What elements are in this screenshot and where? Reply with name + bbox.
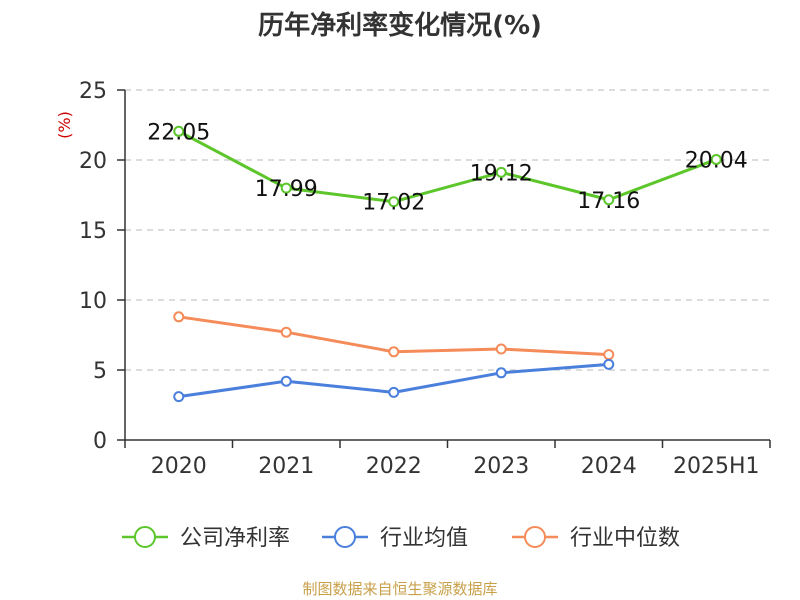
data-point: [173, 391, 185, 403]
legend-marker: [524, 526, 546, 548]
data-label: 17.16: [577, 189, 640, 214]
data-label: 17.99: [255, 177, 318, 202]
data-label: 22.05: [147, 120, 210, 145]
x-tick-label: 2021: [258, 454, 314, 479]
y-axis-label: (%): [55, 111, 74, 139]
data-point: [603, 194, 615, 206]
chart-title: 历年净利率变化情况(%): [258, 10, 542, 41]
legend-marker: [134, 526, 156, 548]
data-point: [603, 349, 615, 361]
y-tick-label: 10: [79, 289, 107, 314]
data-point: [280, 182, 292, 194]
data-labels: 22.05 17.99 17.02 19.12 17.16 20.04: [147, 120, 747, 215]
y-tick-label: 0: [93, 429, 107, 454]
data-point: [495, 343, 507, 355]
legend-label: 公司净利率: [180, 526, 290, 551]
data-label: 17.02: [362, 191, 425, 216]
y-tick-label: 15: [79, 219, 107, 244]
data-point: [280, 375, 292, 387]
axes: 0 5 10 15 20 25 2020 2021 2022 2023 2024 2025H1: [79, 79, 771, 479]
data-point: [710, 153, 722, 165]
x-tick-label: 2024: [581, 454, 637, 479]
data-point: [388, 346, 400, 358]
data-point: [280, 326, 292, 338]
data-label: 20.04: [685, 148, 748, 173]
legend-label: 行业中位数: [570, 526, 680, 551]
data-point: [173, 125, 185, 137]
data-point: [603, 358, 615, 370]
y-tick-label: 25: [79, 79, 107, 104]
x-tick-label: 2025H1: [673, 454, 760, 479]
legend-marker: [334, 526, 356, 548]
y-tick-label: 5: [93, 359, 107, 384]
data-point: [388, 386, 400, 398]
series-line: [178, 129, 717, 204]
data-point: [388, 196, 400, 208]
data-point: [173, 311, 185, 323]
source-note: 制图数据来自恒生聚源数据库: [302, 580, 497, 598]
data-point: [495, 367, 507, 379]
x-tick-label: 2023: [473, 454, 529, 479]
data-label: 19.12: [470, 161, 533, 186]
data-point: [495, 166, 507, 178]
legend: 公司净利率 行业均值 行业中位数: [122, 526, 680, 551]
legend-label: 行业均值: [380, 526, 468, 551]
y-tick-label: 20: [79, 149, 107, 174]
series-layer: [173, 125, 722, 403]
x-tick-label: 2022: [366, 454, 422, 479]
x-tick-label: 2020: [151, 454, 207, 479]
gridlines: [125, 89, 770, 371]
